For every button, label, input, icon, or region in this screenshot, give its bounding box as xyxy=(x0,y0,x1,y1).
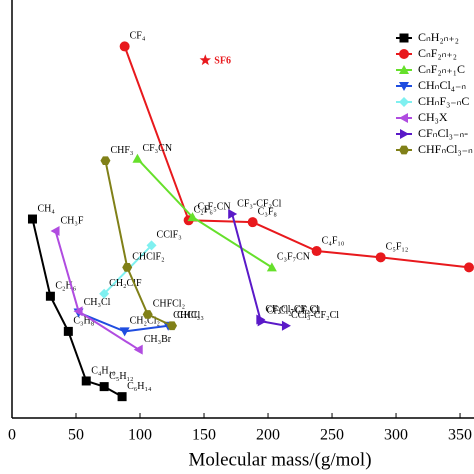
legend-marker xyxy=(400,129,409,139)
legend-label: CₙH₂ₙ₊₂ xyxy=(418,30,459,44)
point-label: CH₂ClF xyxy=(109,278,142,289)
point xyxy=(187,212,198,222)
point xyxy=(132,153,143,163)
point xyxy=(99,288,110,299)
x-tick-label: 250 xyxy=(320,427,344,444)
series-line xyxy=(123,46,470,269)
x-axis-label: Molecular mass/(g/mol) xyxy=(188,449,371,470)
x-tick-label: 200 xyxy=(256,427,280,444)
point-label: CH₃Cl xyxy=(84,297,111,308)
point-label: CCl₃-CF₂Cl xyxy=(291,310,339,321)
point xyxy=(281,320,291,331)
x-tick-label: 350 xyxy=(448,427,472,444)
point-label: C₃F₇CN xyxy=(277,252,310,263)
point xyxy=(50,225,60,236)
point xyxy=(311,246,322,257)
legend-marker xyxy=(399,145,409,155)
point xyxy=(73,306,83,317)
annotation-point xyxy=(199,54,212,66)
point-label: CH₃Br xyxy=(144,334,172,345)
legend-marker xyxy=(399,65,409,74)
point xyxy=(100,156,111,165)
legend-label: CH₃X xyxy=(418,110,448,124)
point-label: CHCl₃ xyxy=(177,310,204,321)
point-label: C₄F₁₀ xyxy=(322,235,345,246)
point xyxy=(375,252,386,263)
point-label: CHF₃ xyxy=(110,145,133,156)
point xyxy=(27,214,37,224)
point-label: CHCl₃ xyxy=(173,310,200,321)
point xyxy=(266,262,277,272)
point-label: C₂F₆ xyxy=(194,205,214,216)
point xyxy=(257,316,267,327)
point-label: CH₃F xyxy=(61,215,84,226)
legend-label: CHFₙCl₃₋ₙ xyxy=(418,142,473,156)
point xyxy=(119,327,130,337)
point-label: CF₃-CF₂Cl xyxy=(237,198,281,209)
legend-label: CHₙCl₄₋ₙ xyxy=(418,78,466,92)
point-label: CHClF₂ xyxy=(132,252,164,263)
point-label: C₅H₁₂ xyxy=(109,371,133,382)
point-label: C₃H₈ xyxy=(73,316,94,327)
point xyxy=(119,41,130,52)
point xyxy=(133,344,143,355)
x-tick-label: 300 xyxy=(384,427,408,444)
point-label: C₂F₅CN xyxy=(197,201,230,212)
point xyxy=(45,291,55,301)
point xyxy=(167,321,178,331)
point xyxy=(122,263,133,272)
point xyxy=(228,209,238,220)
point-label: CF₄ xyxy=(130,31,146,42)
point-label: CF₂Cl-CF₂Cl xyxy=(265,304,319,315)
point-label: CFCl₂-CF₂Cl xyxy=(267,306,321,317)
legend-label: CFₙCl₃₋ₙ- xyxy=(418,126,468,140)
point-label: CClF₃ xyxy=(157,230,182,241)
point-label: CF₃CN xyxy=(142,143,172,154)
legend-label: CₙF₂ₙ₊₂ xyxy=(418,46,457,60)
point xyxy=(99,382,109,392)
point-label: C₆H₁₄ xyxy=(127,381,152,392)
x-tick-label: 100 xyxy=(128,427,152,444)
point-label: C₄H₁₀ xyxy=(91,365,116,376)
point-label: CH₂Cl₂ xyxy=(130,316,160,327)
point xyxy=(142,310,153,319)
point-label: CH₄ xyxy=(37,203,55,214)
x-tick-label: 50 xyxy=(68,427,84,444)
point-label: C₂H₆ xyxy=(55,281,76,292)
point xyxy=(81,376,91,386)
annotation-label: SF6 xyxy=(214,56,231,67)
series-line xyxy=(104,160,173,327)
point-label: C₃F₈ xyxy=(258,206,278,217)
point xyxy=(63,326,73,336)
point xyxy=(146,240,157,251)
point xyxy=(117,392,127,402)
point-label: CHFCl₂ xyxy=(153,299,185,310)
legend-marker xyxy=(399,49,409,59)
point xyxy=(464,262,474,273)
legend-marker xyxy=(399,82,409,91)
x-tick-label: 150 xyxy=(192,427,216,444)
point-label: C₅F₁₂ xyxy=(386,242,409,253)
legend-label: CHₙF₃₋ₙC xyxy=(418,94,469,108)
legend-marker xyxy=(399,97,409,107)
legend-marker xyxy=(399,113,408,123)
point xyxy=(247,217,258,228)
x-tick-label: 0 xyxy=(8,427,16,444)
legend-label: CₙF₂ₙ₊₁C xyxy=(418,62,465,76)
legend-marker xyxy=(399,33,409,43)
